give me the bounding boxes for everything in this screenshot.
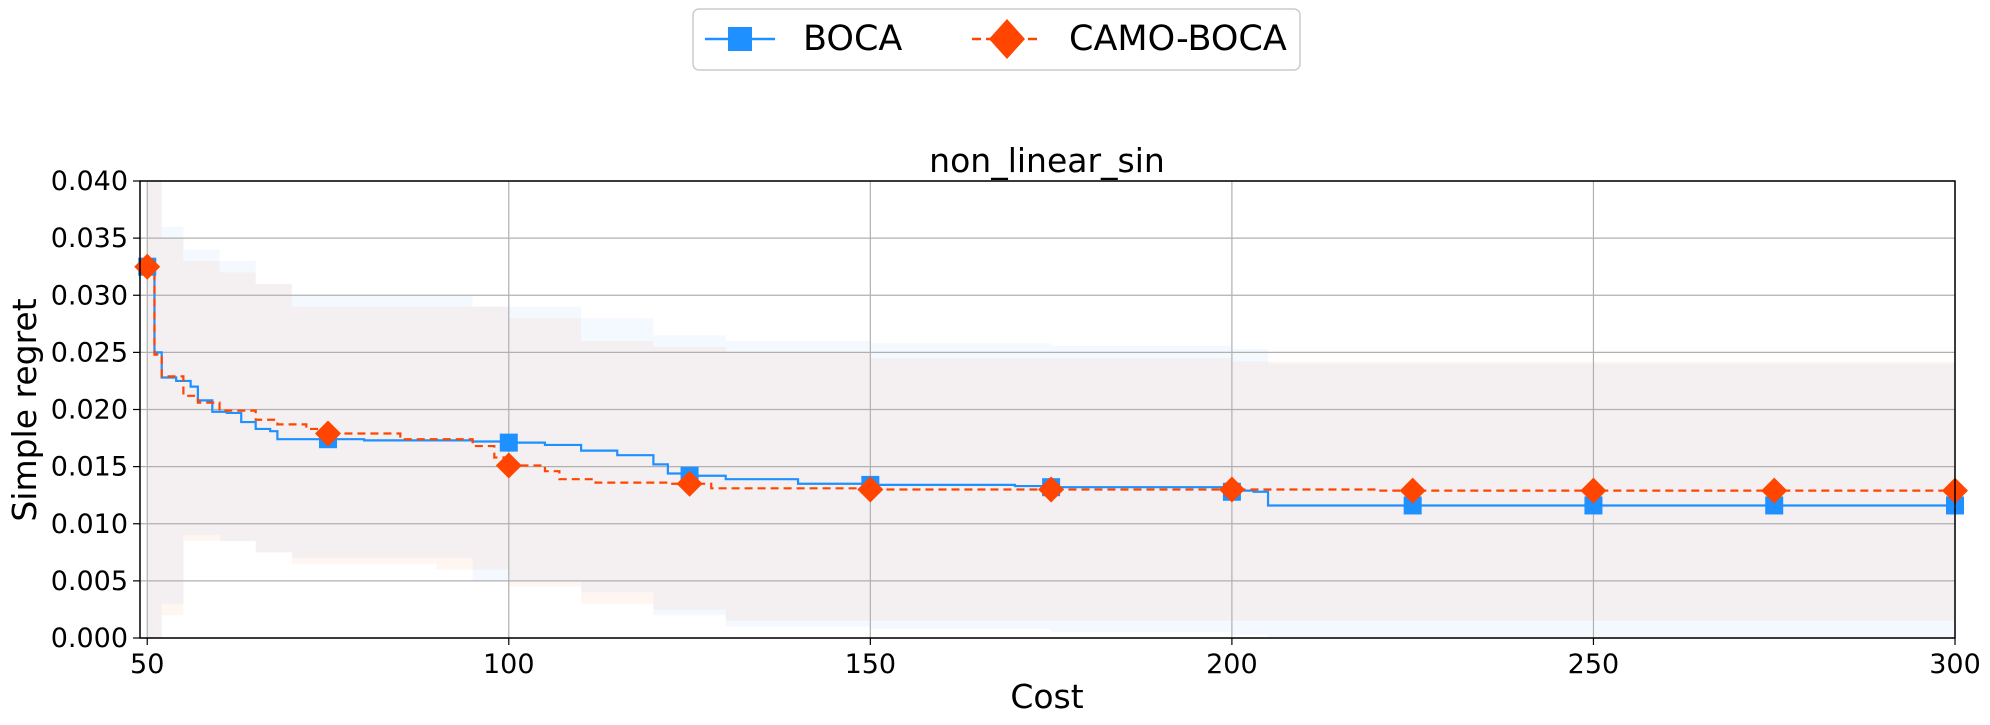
y-tick-label: 0.010	[51, 509, 128, 540]
x-tick-label: 250	[1568, 649, 1620, 680]
x-axis-label: Cost	[1010, 677, 1083, 716]
y-tick-label: 0.000	[51, 623, 128, 654]
x-tick-label: 50	[130, 649, 164, 680]
x-axis-ticks: 50 100 150 200 250 300	[130, 638, 1981, 680]
boca-marker	[1584, 496, 1603, 515]
y-axis-label: Simple regret	[5, 298, 44, 521]
legend-boca-marker	[728, 27, 752, 51]
boca-marker	[499, 433, 518, 452]
camo-boca-marker	[1580, 477, 1607, 504]
legend-camo-boca-label: CAMO-BOCA	[1069, 19, 1287, 59]
y-tick-label: 0.015	[51, 452, 128, 483]
legend-boca-label: BOCA	[803, 19, 902, 59]
x-tick-label: 100	[483, 649, 535, 680]
camo-boca-line	[147, 265, 1955, 492]
series-lines	[147, 265, 1955, 507]
camo-boca-marker	[1218, 476, 1245, 503]
legend: BOCA CAMO-BOCA	[692, 8, 1301, 71]
y-tick-label: 0.005	[51, 566, 128, 597]
x-tick-label: 300	[1929, 649, 1981, 680]
x-tick-label: 200	[1206, 649, 1258, 680]
camo-boca-marker	[495, 452, 522, 479]
y-tick-label: 0.035	[51, 223, 128, 254]
y-tick-label: 0.020	[51, 395, 128, 426]
legend-camo-boca-marker	[989, 19, 1025, 59]
y-tick-label: 0.040	[51, 166, 128, 197]
y-axis-ticks: 0.000 0.005 0.010 0.015 0.020 0.025 0.030 0.035…	[51, 166, 140, 654]
camo-boca-marker	[1761, 477, 1788, 504]
y-tick-label: 0.025	[51, 337, 128, 368]
camo-boca-marker	[857, 476, 884, 503]
chart-title: non_linear_sin	[929, 141, 1165, 180]
camo-boca-marker	[1399, 477, 1426, 504]
y-tick-label: 0.030	[51, 280, 128, 311]
boca-marker	[1765, 496, 1784, 515]
camo-boca-marker	[1038, 476, 1065, 503]
camo-boca-marker	[676, 470, 703, 497]
boca-marker	[1403, 496, 1422, 515]
camo-boca-marker	[315, 420, 342, 447]
x-tick-label: 150	[845, 649, 897, 680]
